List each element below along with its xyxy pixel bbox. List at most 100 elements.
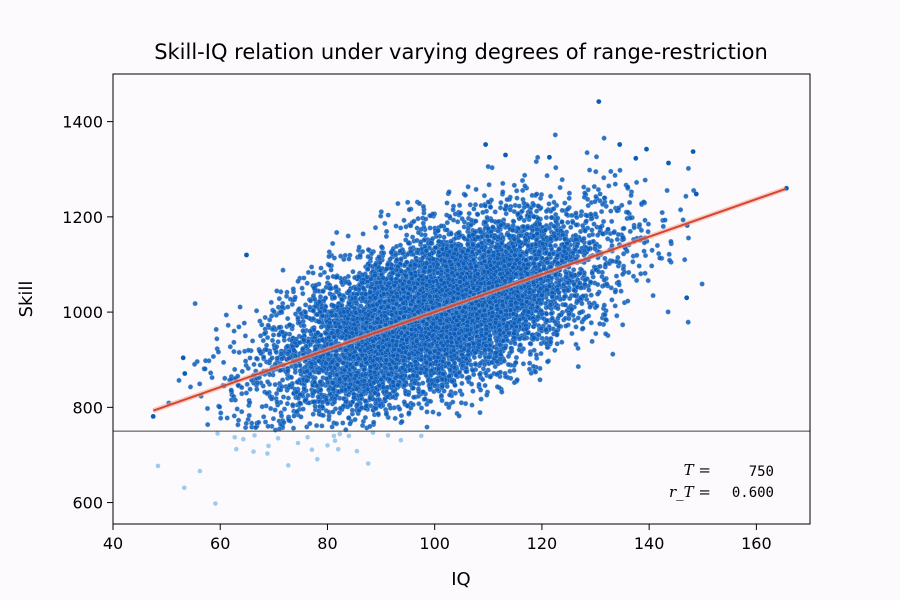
data-point bbox=[405, 199, 411, 205]
data-point bbox=[465, 184, 471, 190]
data-point bbox=[521, 217, 527, 224]
data-point bbox=[415, 216, 421, 222]
data-point bbox=[232, 366, 238, 372]
data-point bbox=[319, 423, 325, 429]
data-point bbox=[398, 413, 404, 419]
data-point bbox=[568, 224, 574, 230]
data-point bbox=[350, 269, 356, 275]
data-point bbox=[251, 361, 257, 367]
data-point bbox=[438, 392, 444, 398]
data-point bbox=[239, 409, 245, 415]
data-point bbox=[505, 361, 511, 368]
data-point bbox=[411, 218, 417, 224]
data-point bbox=[221, 359, 227, 365]
data-point bbox=[616, 205, 622, 211]
data-point bbox=[467, 202, 473, 208]
data-point bbox=[498, 200, 504, 206]
data-point bbox=[563, 323, 569, 329]
data-point bbox=[272, 382, 278, 388]
data-point bbox=[307, 421, 313, 427]
data-point bbox=[239, 368, 245, 374]
data-point bbox=[609, 199, 615, 205]
data-point bbox=[522, 172, 528, 178]
data-point bbox=[503, 211, 509, 217]
data-point bbox=[267, 350, 273, 356]
data-point bbox=[469, 381, 475, 387]
data-point bbox=[371, 419, 377, 425]
data-point bbox=[649, 263, 655, 269]
data-point bbox=[585, 196, 591, 202]
data-point bbox=[439, 398, 445, 404]
data-point bbox=[203, 358, 209, 364]
data-point bbox=[509, 348, 515, 354]
data-point bbox=[520, 346, 526, 352]
data-point bbox=[571, 317, 577, 323]
data-point bbox=[637, 222, 643, 228]
data-point bbox=[261, 414, 267, 420]
data-point bbox=[565, 219, 571, 225]
data-point bbox=[660, 223, 666, 229]
data-point bbox=[214, 336, 220, 342]
data-point bbox=[473, 186, 479, 192]
data-point bbox=[209, 375, 215, 381]
data-point bbox=[503, 203, 509, 209]
data-point bbox=[620, 322, 626, 328]
data-point bbox=[422, 396, 428, 402]
data-point bbox=[613, 273, 620, 279]
data-point bbox=[303, 302, 309, 308]
data-point bbox=[372, 225, 379, 231]
data-point bbox=[290, 425, 297, 431]
data-point bbox=[678, 207, 684, 213]
data-point bbox=[636, 263, 642, 269]
data-point bbox=[314, 423, 320, 429]
data-point bbox=[213, 326, 219, 332]
data-point bbox=[262, 314, 268, 321]
data-point bbox=[393, 223, 399, 229]
data-point bbox=[581, 184, 587, 190]
data-point bbox=[575, 315, 581, 321]
data-point bbox=[280, 267, 286, 273]
data-point bbox=[281, 406, 288, 412]
data-point bbox=[627, 228, 633, 234]
data-point bbox=[243, 390, 249, 396]
data-point bbox=[642, 217, 648, 223]
data-point bbox=[638, 271, 644, 277]
data-point bbox=[320, 412, 326, 418]
data-point bbox=[428, 398, 434, 404]
data-point bbox=[625, 298, 631, 304]
data-point bbox=[587, 304, 593, 310]
data-point bbox=[378, 213, 384, 219]
data-point bbox=[274, 288, 280, 294]
data-point bbox=[192, 301, 198, 307]
data-point bbox=[685, 165, 691, 171]
data-point bbox=[265, 379, 271, 385]
data-point bbox=[330, 240, 336, 247]
data-point bbox=[645, 278, 651, 284]
data-point bbox=[304, 424, 310, 430]
data-point bbox=[685, 319, 691, 325]
data-point bbox=[259, 404, 265, 410]
data-point bbox=[205, 422, 211, 428]
data-point bbox=[237, 304, 243, 310]
data-point bbox=[473, 361, 479, 368]
data-point bbox=[365, 247, 371, 253]
data-point bbox=[477, 410, 483, 416]
data-point bbox=[247, 400, 253, 406]
data-point bbox=[244, 381, 250, 387]
data-point bbox=[285, 395, 291, 401]
data-point bbox=[250, 338, 256, 344]
data-point bbox=[666, 251, 672, 257]
data-point bbox=[645, 221, 651, 227]
data-point bbox=[326, 253, 332, 260]
data-point bbox=[455, 219, 461, 225]
data-point bbox=[264, 390, 270, 396]
data-point bbox=[463, 401, 469, 407]
data-point bbox=[478, 396, 484, 402]
data-point bbox=[569, 330, 575, 337]
data-point bbox=[231, 349, 237, 355]
data-point bbox=[597, 191, 603, 197]
data-point bbox=[272, 407, 278, 413]
data-point bbox=[527, 341, 533, 347]
data-point bbox=[584, 150, 590, 156]
data-point bbox=[317, 272, 324, 278]
